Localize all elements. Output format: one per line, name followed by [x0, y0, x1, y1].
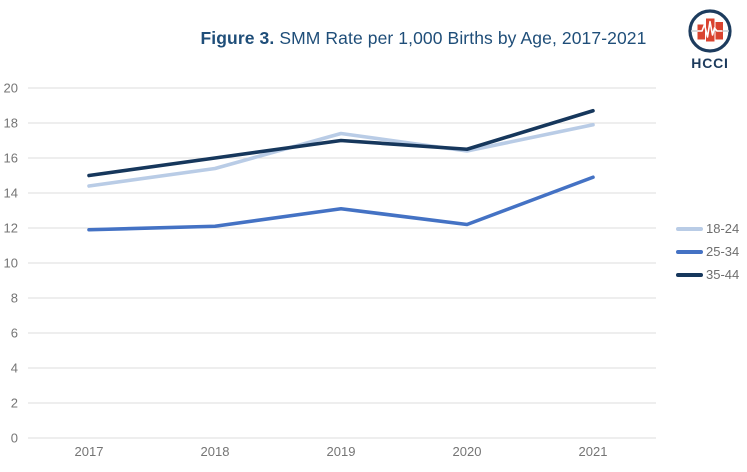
chart-title-figure-number: Figure 3. [200, 28, 275, 48]
legend-item-25-34: 25-34 [676, 245, 739, 259]
legend-label-18-24: 18-24 [706, 221, 740, 236]
x-tick-label-2020: 2020 [453, 444, 482, 459]
series-line-35-44 [87, 108, 595, 178]
y-tick-label-14: 14 [4, 186, 18, 201]
x-tick-label-2017: 2017 [75, 444, 104, 459]
y-tick-label-18: 18 [4, 116, 18, 131]
legend-item-35-44: 35-44 [676, 268, 739, 282]
y-tick-label-10: 10 [4, 256, 18, 271]
y-tick-label-4: 4 [11, 361, 18, 376]
y-tick-label-6: 6 [11, 326, 18, 341]
x-tick-label-2021: 2021 [579, 444, 608, 459]
hcci-logo-text: HCCI [691, 55, 729, 71]
y-tick-label-20: 20 [4, 81, 18, 96]
y-tick-label-2: 2 [11, 396, 18, 411]
x-tick-label-2018: 2018 [201, 444, 230, 459]
legend-item-18-24: 18-24 [676, 222, 739, 236]
series-line-18-24 [87, 122, 595, 188]
y-tick-label-12: 12 [4, 221, 18, 236]
series-line-25-34 [87, 175, 595, 232]
chart-title: Figure 3. SMM Rate per 1,000 Births by A… [100, 28, 747, 49]
hcci-logo: HCCI [684, 8, 736, 71]
legend-swatch-18-24 [676, 227, 703, 231]
legend-swatch-35-44 [676, 273, 703, 277]
y-tick-label-8: 8 [11, 291, 18, 306]
legend-label-35-44: 35-44 [706, 267, 740, 282]
x-tick-label-2019: 2019 [327, 444, 356, 459]
chart-legend: 18-24 25-34 35-44 [676, 222, 739, 282]
y-tick-label-0: 0 [11, 431, 18, 446]
y-tick-label-16: 16 [4, 151, 18, 166]
hcci-heartbeat-hospital-icon [688, 9, 732, 53]
legend-label-25-34: 25-34 [706, 244, 740, 259]
chart-title-text: SMM Rate per 1,000 Births by Age, 2017-2… [274, 28, 647, 48]
legend-swatch-25-34 [676, 250, 703, 254]
